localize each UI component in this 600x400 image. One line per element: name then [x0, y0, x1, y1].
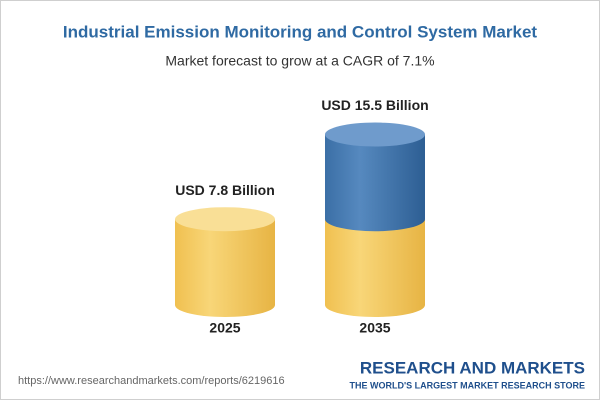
value-label: USD 7.8 Billion — [175, 182, 275, 198]
brand: RESEARCH AND MARKETS — [360, 358, 585, 377]
cylinder-step — [325, 207, 425, 232]
cylinder-top — [325, 122, 425, 147]
cylinder-top — [175, 207, 275, 232]
cylinder-body — [325, 219, 425, 305]
cylinder-base — [175, 293, 275, 317]
tagline: THE WORLD'S LARGEST MARKET RESEARCH STOR… — [350, 380, 585, 390]
cylinder-base — [325, 293, 425, 317]
source-url: https://www.researchandmarkets.com/repor… — [18, 375, 285, 387]
x-tick-label: 2035 — [359, 320, 390, 336]
plot: USD 7.8 Billion 2025 USD 15.5 Billion 2035 — [175, 97, 429, 336]
chart-title: Industrial Emission Monitoring and Contr… — [63, 22, 538, 41]
x-tick-label: 2025 — [209, 320, 240, 336]
cylinder-body — [175, 219, 275, 305]
value-label: USD 15.5 Billion — [321, 97, 428, 113]
cylinder-body — [325, 134, 425, 220]
chart-subtitle: Market forecast to grow at a CAGR of 7.1… — [165, 53, 434, 69]
